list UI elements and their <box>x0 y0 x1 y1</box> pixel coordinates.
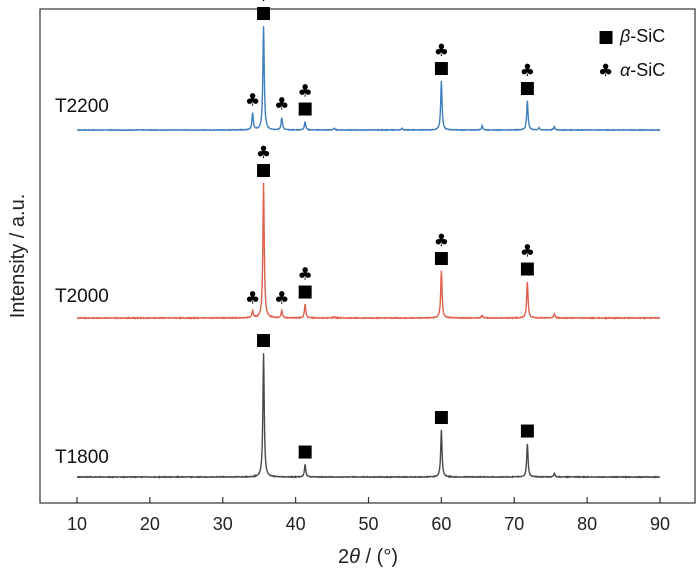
x-tick-label: 80 <box>577 514 597 534</box>
x-axis: 10 20 30 40 50 60 70 80 90 <box>67 497 670 534</box>
x-axis-title-theta: θ <box>349 546 360 568</box>
alpha-sic-marker: ♣ <box>297 265 312 285</box>
alpha-sic-marker: ♣ <box>434 231 449 251</box>
trace-labels: T2200 T2000 T1800 <box>55 96 109 468</box>
alpha-sic-marker: ♣ <box>297 82 312 102</box>
legend-beta-label: β-SiC <box>619 26 665 46</box>
beta-sic-marker: ■ <box>433 58 449 78</box>
legend: ■ β-SiC ♣ α-SiC <box>598 26 665 81</box>
series-line-t1800 <box>76 353 661 479</box>
alpha-sic-marker: ♣ <box>520 61 535 81</box>
x-axis-title-suffix: / (°) <box>360 546 398 568</box>
legend-alpha-greek: α <box>620 60 631 80</box>
legend-alpha-label: α-SiC <box>620 60 665 80</box>
beta-sic-marker: ■ <box>297 442 313 462</box>
x-tick-label: 30 <box>213 514 233 534</box>
series-label-t2000: T2000 <box>55 286 109 307</box>
beta-sic-marker: ■ <box>519 78 535 98</box>
beta-sic-marker: ■ <box>433 248 449 268</box>
beta-sic-marker: ■ <box>519 421 535 441</box>
series-label-t2200: T2200 <box>55 96 109 117</box>
series-line-t2200 <box>76 25 661 132</box>
beta-sic-marker: ■ <box>297 282 313 302</box>
alpha-sic-marker: ♣ <box>245 90 260 110</box>
legend-beta-symbol: ■ <box>598 27 614 47</box>
peak-markers: ♣■♣♣■♣■♣■♣♣■♣♣■♣■♣■♣■■■■ <box>245 0 535 462</box>
series-line-t2000 <box>76 182 661 320</box>
beta-sic-marker: ■ <box>256 330 272 350</box>
x-tick-label: 10 <box>67 514 87 534</box>
alpha-sic-marker: ♣ <box>274 95 289 115</box>
x-tick-label: 40 <box>286 514 306 534</box>
legend-alpha-text: -SiC <box>630 60 665 80</box>
alpha-sic-marker: ♣ <box>256 0 271 6</box>
alpha-sic-marker: ♣ <box>274 288 289 308</box>
beta-sic-marker: ■ <box>297 99 313 119</box>
beta-sic-marker: ■ <box>256 160 272 180</box>
x-axis-title: 2θ / (°) <box>338 546 398 568</box>
beta-sic-marker: ■ <box>433 407 449 427</box>
series-label-t1800: T1800 <box>55 447 109 468</box>
beta-sic-marker: ■ <box>256 3 272 23</box>
x-tick-label: 70 <box>504 514 524 534</box>
y-axis-title: Intensity / a.u. <box>7 194 29 319</box>
alpha-sic-marker: ♣ <box>520 242 535 262</box>
x-tick-label: 60 <box>431 514 451 534</box>
beta-sic-marker: ■ <box>519 259 535 279</box>
x-axis-title-prefix: 2 <box>338 546 349 568</box>
plot-frame <box>39 8 696 504</box>
legend-beta-text: -SiC <box>630 26 665 46</box>
x-tick-label: 90 <box>650 514 670 534</box>
x-tick-label: 20 <box>140 514 160 534</box>
legend-alpha-symbol: ♣ <box>598 61 613 81</box>
alpha-sic-marker: ♣ <box>245 288 260 308</box>
legend-beta-greek: β <box>619 26 630 46</box>
traces <box>76 25 661 479</box>
x-tick-label: 50 <box>358 514 378 534</box>
alpha-sic-marker: ♣ <box>256 143 271 163</box>
alpha-sic-marker: ♣ <box>434 41 449 61</box>
